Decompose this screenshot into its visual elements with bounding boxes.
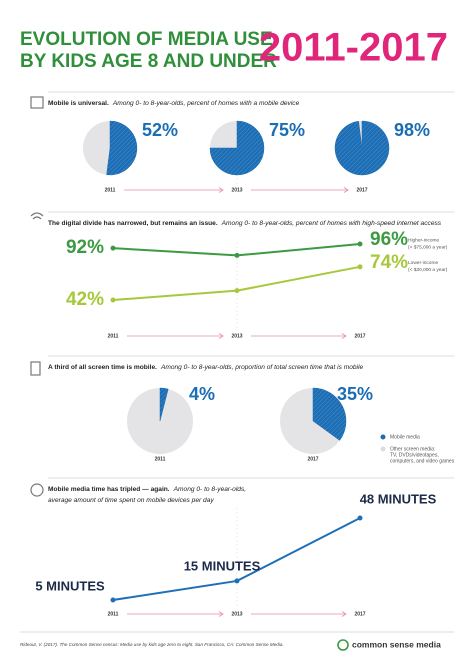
year-label: 2011 xyxy=(108,611,119,617)
legend-label: Lower-income xyxy=(408,260,438,266)
legend-detail: (> $75,000 a year) xyxy=(408,244,448,250)
legend-label: Mobile media xyxy=(390,434,420,440)
year-label: 2017 xyxy=(356,187,367,193)
logo-mark xyxy=(337,639,349,651)
arrow-head xyxy=(218,333,224,339)
value-label: 96% xyxy=(370,229,408,250)
year-label: 2013 xyxy=(231,333,242,339)
point xyxy=(357,515,363,521)
section-subtitle: Among 0- to 8-year-olds, proportion of t… xyxy=(160,364,364,371)
legend-label: Higher-income xyxy=(408,237,440,243)
year-label: 2013 xyxy=(231,611,242,617)
year-label: 2011 xyxy=(108,333,119,339)
section-title: The digital divide has narrowed, but rem… xyxy=(48,220,442,227)
value-label: 74% xyxy=(370,252,408,273)
year-label: 2013 xyxy=(231,187,242,193)
pie-slice xyxy=(209,120,265,176)
legend-label: TV, DVDs/videotapes, xyxy=(390,452,439,458)
value-label: 52% xyxy=(142,120,178,140)
legend-detail: (< $30,000 a year) xyxy=(408,267,448,273)
year-label: 2017 xyxy=(354,611,365,617)
pie-slice xyxy=(334,120,390,176)
section-title: Mobile is universal. Among 0- to 8-year-o… xyxy=(48,100,300,107)
value-label: 5 MINUTES xyxy=(35,578,105,593)
arrow-head xyxy=(218,611,224,617)
icons xyxy=(30,96,44,497)
pie-slice xyxy=(312,387,347,441)
legend-label: Other screen media: xyxy=(390,446,435,452)
arrow-head xyxy=(218,187,224,193)
icon-clock xyxy=(30,483,44,497)
pie-slice xyxy=(159,387,169,422)
point xyxy=(110,245,116,251)
icon-house xyxy=(30,96,44,109)
year-label: 2017 xyxy=(307,456,318,462)
value-label: 75% xyxy=(269,120,305,140)
title-years: 2011-2017 xyxy=(259,26,448,70)
logo: common sense media xyxy=(352,639,441,649)
section-title: Mobile media time has tripled — again. Am… xyxy=(48,486,246,493)
point xyxy=(234,578,240,584)
title-line: EVOLUTION OF MEDIA USE xyxy=(20,29,273,50)
point xyxy=(110,297,116,303)
value-label: 48 MINUTES xyxy=(360,491,437,506)
value-label: 15 MINUTES xyxy=(184,558,261,573)
value-label: 4% xyxy=(189,384,215,404)
value-label: 98% xyxy=(394,120,430,140)
section-title: A third of all screen time is mobile. Amo… xyxy=(48,364,363,371)
point xyxy=(110,597,116,603)
point xyxy=(357,241,363,247)
legend-swatch xyxy=(380,446,386,452)
section-heading: The digital divide has narrowed, but rem… xyxy=(48,220,218,227)
value-label: 35% xyxy=(337,384,373,404)
section-heading: Mobile media time has tripled — again. xyxy=(48,486,170,493)
value-label: 42% xyxy=(66,289,104,310)
citation: Rideout, V. (2017). The Common Sense cen… xyxy=(20,642,284,647)
icon-tablet xyxy=(30,361,41,376)
icon-wifi xyxy=(30,212,44,220)
year-label: 2017 xyxy=(354,333,365,339)
legend-label: computers, and video games xyxy=(390,458,455,464)
section-subtitle: Among 0- to 8-year-olds, percent of home… xyxy=(221,220,442,227)
section-subtitle: average amount of time spent on mobile d… xyxy=(48,497,214,504)
section-heading: Mobile is universal. xyxy=(48,100,109,107)
section-subtitle: Among 0- to 8-year-olds, xyxy=(173,486,247,493)
section-heading: A third of all screen time is mobile. xyxy=(48,364,157,371)
arrow-head xyxy=(343,187,349,193)
year-label: 2011 xyxy=(105,187,116,193)
legend-swatch xyxy=(380,434,386,440)
title-line: BY KIDS AGE 8 AND UNDER xyxy=(20,51,277,72)
pie-slice xyxy=(106,120,138,176)
point xyxy=(234,252,240,258)
year-label: 2011 xyxy=(155,456,166,462)
point xyxy=(357,264,363,270)
section-subtitle: Among 0- to 8-year-olds, percent of home… xyxy=(112,100,300,107)
arrow-head xyxy=(341,611,347,617)
point xyxy=(234,288,240,294)
value-label: 92% xyxy=(66,237,104,258)
arrow-head xyxy=(341,333,347,339)
